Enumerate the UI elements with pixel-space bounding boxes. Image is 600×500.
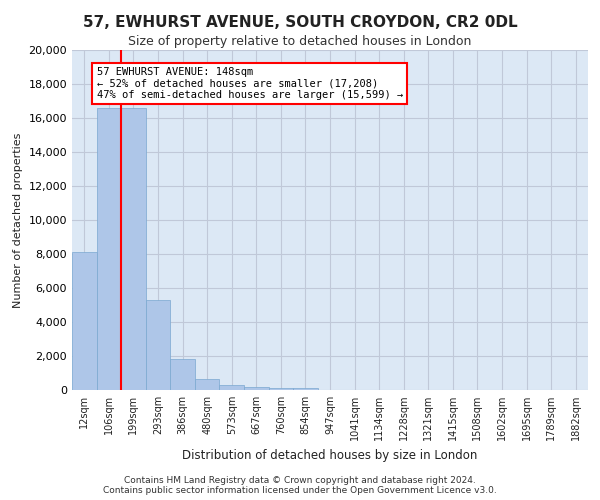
Bar xyxy=(72,252,97,390)
Text: Contains HM Land Registry data © Crown copyright and database right 2024.
Contai: Contains HM Land Registry data © Crown c… xyxy=(103,476,497,495)
Text: 57, EWHURST AVENUE, SOUTH CROYDON, CR2 0DL: 57, EWHURST AVENUE, SOUTH CROYDON, CR2 0… xyxy=(83,15,517,30)
Bar xyxy=(244,387,269,390)
Bar xyxy=(195,379,220,390)
Bar xyxy=(97,108,121,390)
Y-axis label: Number of detached properties: Number of detached properties xyxy=(13,132,23,308)
Bar xyxy=(269,388,293,390)
Bar xyxy=(146,300,170,390)
Text: Size of property relative to detached houses in London: Size of property relative to detached ho… xyxy=(128,35,472,48)
Text: 57 EWHURST AVENUE: 148sqm
← 52% of detached houses are smaller (17,208)
47% of s: 57 EWHURST AVENUE: 148sqm ← 52% of detac… xyxy=(97,67,403,100)
X-axis label: Distribution of detached houses by size in London: Distribution of detached houses by size … xyxy=(182,448,478,462)
Bar xyxy=(170,360,195,390)
Bar xyxy=(220,384,244,390)
Bar xyxy=(121,108,146,390)
Bar xyxy=(293,388,318,390)
